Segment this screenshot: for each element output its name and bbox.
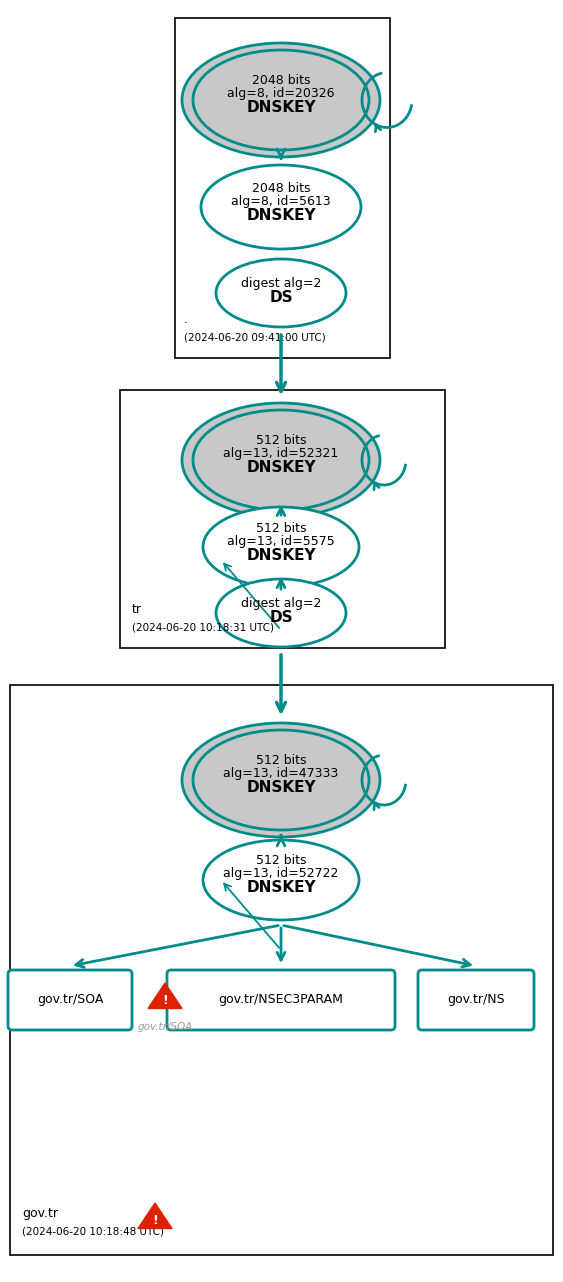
Text: digest alg=2: digest alg=2 bbox=[241, 277, 321, 291]
Ellipse shape bbox=[216, 579, 346, 647]
Bar bbox=[175, 18, 390, 358]
Ellipse shape bbox=[203, 840, 359, 920]
Text: DNSKEY: DNSKEY bbox=[246, 781, 316, 796]
Text: alg=13, id=47333: alg=13, id=47333 bbox=[224, 768, 338, 781]
Text: alg=8, id=20326: alg=8, id=20326 bbox=[227, 87, 335, 100]
Polygon shape bbox=[138, 1203, 172, 1228]
Ellipse shape bbox=[203, 506, 359, 587]
Text: tr: tr bbox=[132, 603, 142, 615]
Text: 2048 bits: 2048 bits bbox=[252, 74, 310, 87]
Bar bbox=[10, 685, 553, 1255]
Ellipse shape bbox=[193, 729, 369, 829]
Text: .: . bbox=[184, 313, 188, 326]
Text: DNSKEY: DNSKEY bbox=[246, 547, 316, 563]
Text: alg=8, id=5613: alg=8, id=5613 bbox=[231, 195, 331, 208]
Text: DNSKEY: DNSKEY bbox=[246, 208, 316, 223]
FancyBboxPatch shape bbox=[167, 970, 395, 1029]
Text: gov.tr/SOA: gov.tr/SOA bbox=[37, 994, 103, 1006]
Ellipse shape bbox=[216, 259, 346, 327]
Text: gov.tr/SOA: gov.tr/SOA bbox=[137, 1022, 193, 1032]
Text: gov.tr: gov.tr bbox=[22, 1206, 58, 1220]
Polygon shape bbox=[148, 983, 182, 1009]
Text: (2024-06-20 10:18:48 UTC): (2024-06-20 10:18:48 UTC) bbox=[22, 1227, 164, 1237]
Text: !: ! bbox=[162, 995, 168, 1008]
Ellipse shape bbox=[182, 44, 380, 156]
Bar bbox=[120, 390, 445, 647]
Text: 512 bits: 512 bits bbox=[256, 755, 306, 768]
Text: alg=13, id=52722: alg=13, id=52722 bbox=[224, 868, 339, 881]
Text: DNSKEY: DNSKEY bbox=[246, 460, 316, 476]
Text: DS: DS bbox=[269, 610, 293, 626]
Text: gov.tr/NSEC3PARAM: gov.tr/NSEC3PARAM bbox=[218, 994, 343, 1006]
Ellipse shape bbox=[201, 165, 361, 249]
Text: DNSKEY: DNSKEY bbox=[246, 881, 316, 896]
Text: !: ! bbox=[152, 1214, 158, 1227]
Text: alg=13, id=5575: alg=13, id=5575 bbox=[227, 535, 335, 547]
Text: 512 bits: 512 bits bbox=[256, 522, 306, 535]
Text: 512 bits: 512 bits bbox=[256, 435, 306, 447]
Text: 512 bits: 512 bits bbox=[256, 855, 306, 868]
FancyBboxPatch shape bbox=[8, 970, 132, 1029]
Text: 2048 bits: 2048 bits bbox=[252, 182, 310, 195]
FancyBboxPatch shape bbox=[418, 970, 534, 1029]
Text: (2024-06-20 09:41:00 UTC): (2024-06-20 09:41:00 UTC) bbox=[184, 333, 326, 344]
Text: DS: DS bbox=[269, 291, 293, 305]
Text: gov.tr/NS: gov.tr/NS bbox=[447, 994, 505, 1006]
Ellipse shape bbox=[193, 410, 369, 510]
Text: (2024-06-20 10:18:31 UTC): (2024-06-20 10:18:31 UTC) bbox=[132, 623, 274, 633]
Ellipse shape bbox=[182, 403, 380, 517]
Text: alg=13, id=52321: alg=13, id=52321 bbox=[224, 447, 338, 460]
Text: DNSKEY: DNSKEY bbox=[246, 100, 316, 115]
Ellipse shape bbox=[193, 50, 369, 150]
Ellipse shape bbox=[182, 723, 380, 837]
Text: digest alg=2: digest alg=2 bbox=[241, 597, 321, 610]
